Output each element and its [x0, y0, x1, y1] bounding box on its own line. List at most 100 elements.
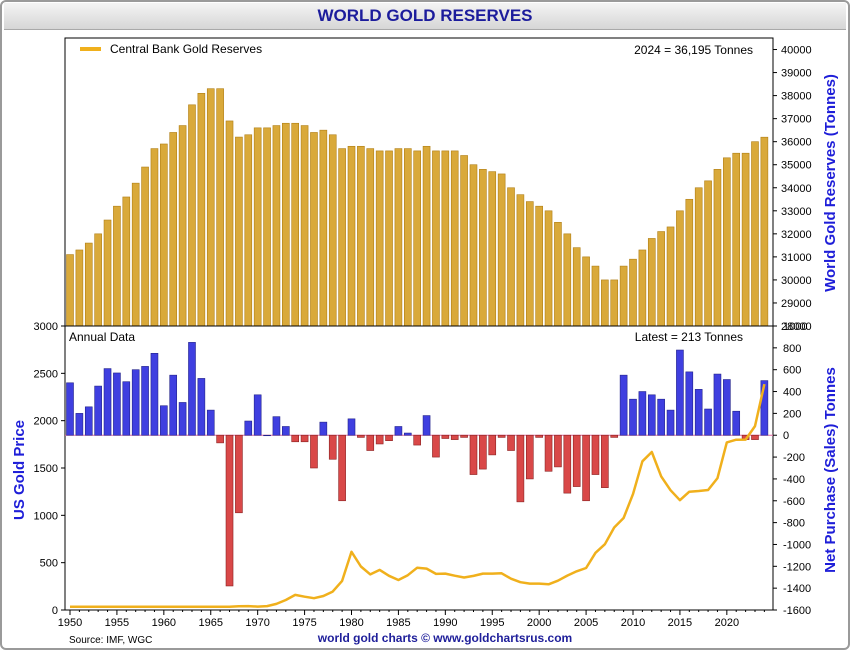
sales-bar	[375, 434, 384, 445]
purchase-bar	[206, 409, 215, 436]
reserves-annotation: 2024 = 36,195 Tonnes	[634, 43, 753, 57]
net-tick-label: 0	[783, 430, 789, 442]
purchase-bar	[66, 382, 74, 436]
reserves-bar	[450, 150, 459, 327]
purchase-bar	[75, 413, 84, 436]
reserves-tick-label: 39000	[781, 68, 812, 80]
credit-link[interactable]: world gold charts © www.goldchartsrus.co…	[317, 631, 572, 645]
sales-bar	[572, 434, 581, 487]
reserves-bar	[225, 120, 234, 327]
reserves-bar	[141, 166, 149, 327]
net-tick-label: -200	[783, 452, 805, 464]
purchase-bar	[347, 418, 356, 436]
purchase-bar	[244, 420, 253, 436]
reserves-bar	[507, 187, 515, 327]
reserves-bar	[563, 233, 572, 327]
purchase-bar	[253, 394, 262, 436]
reserves-bar	[413, 150, 421, 327]
reserves-tick-label: 31000	[781, 252, 812, 264]
reserves-bar	[366, 148, 375, 327]
reserves-bar	[84, 242, 93, 327]
annual-data-label: Annual Data	[69, 330, 135, 344]
price-axis-ticks: 0 500 1000 1500 2000 2500 3000	[34, 321, 65, 617]
reserves-bar	[535, 205, 543, 327]
sales-bar	[507, 434, 515, 451]
reserves-bar	[131, 182, 140, 327]
purchase-bar	[141, 366, 149, 436]
reserves-bar	[169, 132, 178, 327]
year-tick-label: 2020	[715, 617, 739, 629]
sales-bar	[479, 434, 487, 470]
year-tick-label: 1950	[58, 617, 82, 629]
purchase-bar	[760, 380, 769, 436]
purchase-bar	[178, 402, 187, 436]
reserves-bar	[516, 194, 525, 327]
reserves-bar	[291, 122, 300, 327]
reserves-bar	[732, 152, 741, 327]
title-bar: WORLD GOLD RESERVES	[4, 3, 846, 30]
purchase-bar	[160, 405, 168, 436]
reserves-tick-label: 33000	[781, 206, 812, 218]
net-tick-label: -800	[783, 518, 805, 530]
reserves-bar	[554, 222, 562, 327]
reserves-bar	[723, 157, 731, 327]
reserves-bar	[319, 129, 328, 327]
year-tick-label: 2005	[574, 617, 598, 629]
reserves-tick-label: 36000	[781, 137, 812, 149]
reserves-tick-label: 37000	[781, 114, 812, 126]
price-tick-label: 2000	[34, 416, 58, 428]
net-tick-label: 400	[783, 387, 801, 399]
reserves-bar	[572, 247, 581, 327]
reserves-bar	[253, 127, 262, 327]
sales-bar	[601, 434, 609, 488]
sales-bar	[216, 434, 224, 444]
reserves-tick-label: 28000	[781, 321, 812, 333]
year-tick-label: 1965	[199, 617, 223, 629]
purchase-bar	[723, 379, 731, 436]
reserves-bar	[160, 143, 168, 327]
sales-bar	[751, 434, 759, 440]
net-tick-label: 1000	[783, 321, 807, 333]
year-tick-label: 1980	[339, 617, 363, 629]
reserves-bar	[497, 173, 506, 327]
reserves-bar	[178, 125, 187, 327]
sales-bar	[338, 434, 346, 502]
price-tick-label: 0	[52, 605, 58, 617]
reserves-bar	[704, 180, 712, 327]
reserves-bar	[676, 210, 684, 327]
reserves-bar	[488, 171, 497, 327]
reserves-bar	[394, 148, 403, 327]
reserves-bar	[94, 233, 102, 327]
reserves-bar	[300, 125, 309, 327]
reserves-bar	[638, 249, 647, 327]
year-axis-ticks: 1950 1955 1960 1965 1970 1975 1980 1985 1990 1995…	[58, 610, 765, 629]
reserves-bar	[713, 169, 722, 327]
reserves-bar	[404, 148, 412, 327]
reserves-bar	[582, 256, 590, 327]
reserves-bar	[685, 198, 694, 327]
sales-bar	[291, 434, 300, 443]
reserves-bar	[66, 254, 74, 327]
net-purchase-axis-ticks: -1600 -1400 -1200 -1000 -800 -600 -400 -200 0 200…	[773, 321, 811, 617]
sales-bar	[469, 434, 478, 475]
sales-bar	[432, 434, 440, 458]
reserves-bar	[432, 150, 440, 327]
sales-bar	[591, 434, 600, 475]
reserves-tick-label: 29000	[781, 298, 812, 310]
year-tick-label: 1990	[433, 617, 457, 629]
reserves-bar	[197, 92, 206, 327]
reserves-bar	[657, 231, 665, 327]
reserves-bar	[629, 258, 637, 327]
purchase-bar	[169, 374, 178, 436]
year-tick-label: 2010	[621, 617, 645, 629]
latest-annotation: Latest = 213 Tonnes	[635, 330, 743, 344]
purchase-bar	[685, 371, 694, 436]
sales-bar	[554, 434, 562, 468]
reserves-bar	[694, 187, 703, 327]
reserves-bar	[751, 141, 759, 327]
year-tick-label: 1985	[386, 617, 410, 629]
sales-bar	[497, 434, 506, 438]
purchase-bar	[122, 381, 131, 436]
reserves-tick-label: 35000	[781, 160, 812, 172]
purchase-bar	[629, 398, 637, 436]
